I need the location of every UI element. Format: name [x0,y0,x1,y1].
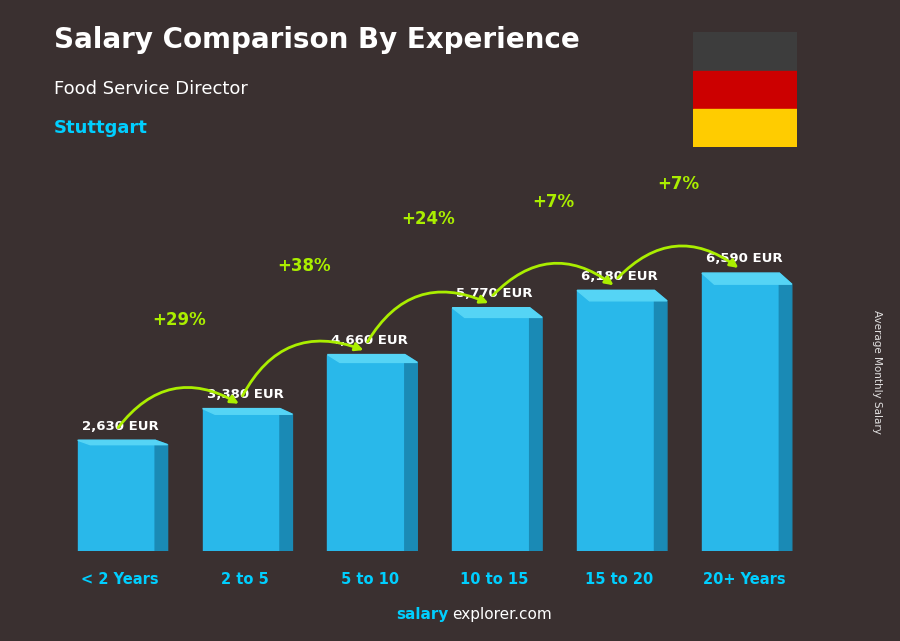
Polygon shape [654,290,667,551]
Text: salary: salary [396,607,448,622]
Polygon shape [779,273,792,551]
Text: +7%: +7% [532,193,574,211]
Text: 2,630 EUR: 2,630 EUR [82,420,158,433]
Text: 6,590 EUR: 6,590 EUR [706,253,783,265]
Text: +38%: +38% [277,257,330,275]
Polygon shape [77,440,167,445]
Polygon shape [529,308,542,551]
Text: 5,770 EUR: 5,770 EUR [456,287,533,300]
Text: 3,380 EUR: 3,380 EUR [207,388,284,401]
Text: +29%: +29% [152,311,206,329]
Polygon shape [452,308,542,317]
Text: Average Monthly Salary: Average Monthly Salary [872,310,883,434]
Polygon shape [155,440,167,551]
Text: 20+ Years: 20+ Years [703,572,786,587]
Polygon shape [577,290,654,551]
Text: +7%: +7% [657,176,699,194]
Text: explorer.com: explorer.com [452,607,552,622]
Bar [693,32,796,71]
Text: Stuttgart: Stuttgart [54,119,148,137]
Polygon shape [702,273,779,551]
Polygon shape [77,440,155,551]
Polygon shape [405,354,418,551]
Bar [693,71,796,109]
Polygon shape [577,290,667,301]
Text: 15 to 20: 15 to 20 [585,572,653,587]
Polygon shape [280,408,292,551]
Polygon shape [202,408,280,551]
Polygon shape [328,354,405,551]
Text: +24%: +24% [401,210,455,228]
Text: 6,180 EUR: 6,180 EUR [581,270,658,283]
Text: < 2 Years: < 2 Years [81,572,159,587]
Text: Salary Comparison By Experience: Salary Comparison By Experience [54,26,580,54]
Text: 4,660 EUR: 4,660 EUR [331,334,409,347]
Polygon shape [202,408,292,414]
Text: Food Service Director: Food Service Director [54,80,248,98]
Polygon shape [328,354,418,362]
Text: 10 to 15: 10 to 15 [461,572,529,587]
Text: 2 to 5: 2 to 5 [221,572,269,587]
Bar [693,109,796,147]
Polygon shape [702,273,792,284]
Text: 5 to 10: 5 to 10 [341,572,399,587]
Polygon shape [452,308,529,551]
